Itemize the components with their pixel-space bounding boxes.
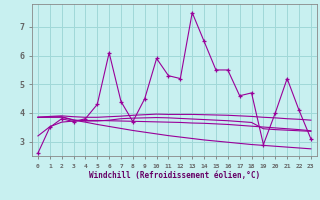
X-axis label: Windchill (Refroidissement éolien,°C): Windchill (Refroidissement éolien,°C): [89, 171, 260, 180]
